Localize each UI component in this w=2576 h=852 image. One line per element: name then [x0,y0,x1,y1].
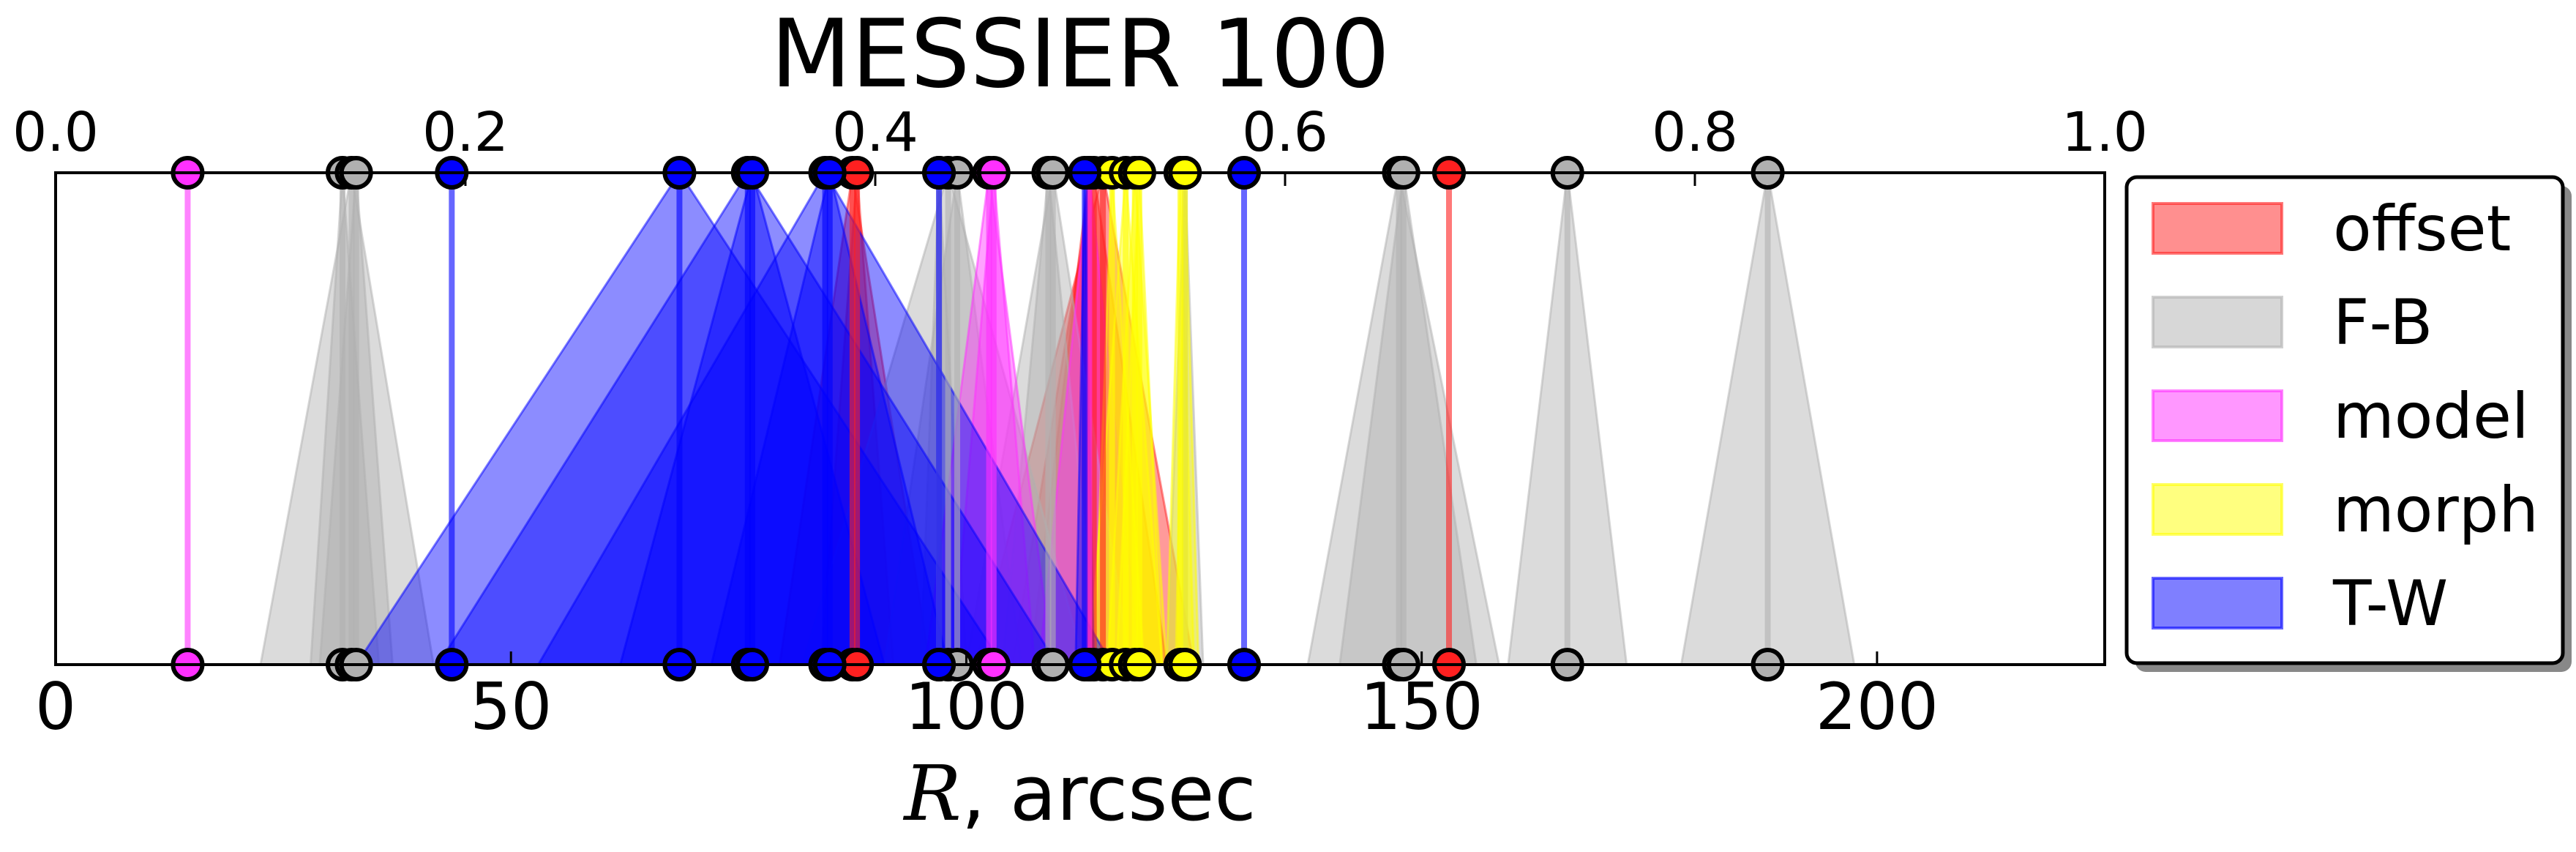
x-tick-label: 100 [905,669,1027,744]
top-x-tick-label: 0.6 [1242,101,1328,164]
legend-swatch-morph [2152,483,2283,536]
x-axis-label: R, arcsec [902,749,1256,838]
top-x-tick-label: 1.0 [2062,101,2148,164]
top-x-tick-label: 0.2 [422,101,509,164]
legend-swatch-t-w [2152,577,2283,629]
legend-swatch-offset [2152,202,2283,255]
legend-label-t-w: T-W [2332,567,2448,640]
x-tick-label: 50 [470,669,552,744]
x-tick-label: 200 [1816,669,1939,744]
x-tick-label: 150 [1360,669,1483,744]
chart-title: MESSIER 100 [771,0,1390,109]
legend-label-f-b: F-B [2333,286,2433,359]
top-x-tick-label: 0.0 [12,101,99,164]
axes: 0 50 100 150 200 0.0 0.2 0.4 0.6 0.8 1.0 [12,101,2148,744]
legend-label-morph: morph [2333,474,2539,547]
top-x-tick-label: 0.8 [1652,101,1738,164]
legend-label-offset: offset [2333,193,2511,266]
x-axis-label-rest: , arcsec [962,749,1257,838]
legend-swatch-f-b [2152,296,2283,348]
legend: offset F-B model morph T-W [2124,175,2572,672]
legend-label-model: model [2333,380,2529,453]
legend-swatch-model [2152,389,2283,442]
top-x-tick-label: 0.4 [832,101,918,164]
x-axis-label-symbol: R [902,749,961,838]
x-tick-label: 0 [35,669,76,744]
plot-frame [54,171,2106,666]
